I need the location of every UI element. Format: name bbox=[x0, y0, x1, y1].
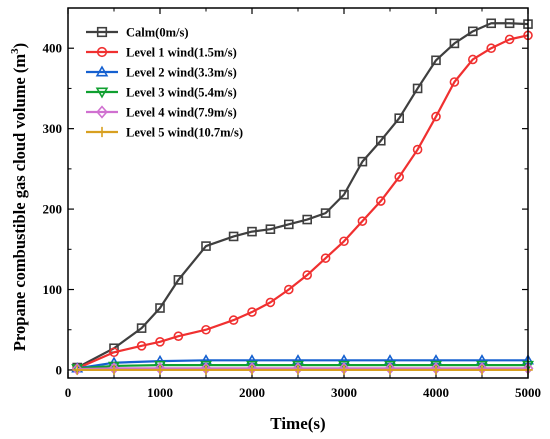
data-point bbox=[357, 156, 368, 167]
x-tick-label: 0 bbox=[65, 385, 72, 400]
data-point bbox=[412, 83, 423, 94]
data-point bbox=[136, 341, 147, 351]
y-tick-label: 200 bbox=[43, 202, 63, 217]
data-point bbox=[339, 236, 349, 247]
data-point bbox=[136, 323, 147, 333]
x-tick-label: 3000 bbox=[331, 385, 357, 400]
legend-item: Level 2 wind(3.3m/s) bbox=[86, 65, 237, 80]
axes: 0 1000 2000 3000 4000 5000 0 100 200 300 400 bbox=[43, 8, 541, 400]
y-axis-title: Propane combustible gas cloud volume (m3… bbox=[9, 43, 29, 351]
legend-swatch-marker bbox=[96, 26, 108, 38]
legend-swatch-marker bbox=[95, 87, 109, 99]
data-point bbox=[201, 241, 211, 251]
x-tick-label: 1000 bbox=[147, 385, 173, 400]
legend-label: Calm(0m/s) bbox=[126, 26, 189, 40]
data-point bbox=[449, 77, 460, 87]
data-point bbox=[72, 365, 82, 375]
data-point bbox=[265, 224, 276, 234]
data-point bbox=[504, 18, 515, 29]
legend: Calm(0m/s) Level 1 wind(1.5m/s) Level 2 wi… bbox=[86, 26, 243, 140]
legend-label: Level 4 wind(7.9m/s) bbox=[126, 106, 237, 120]
data-point bbox=[477, 365, 487, 375]
data-point bbox=[293, 365, 303, 375]
legend-swatch-marker bbox=[95, 65, 109, 77]
legend-swatch-marker bbox=[96, 105, 108, 119]
data-point bbox=[385, 365, 395, 375]
legend-swatch-marker bbox=[96, 126, 108, 138]
data-point bbox=[155, 365, 165, 375]
data-point bbox=[320, 208, 331, 218]
y-tick-label: 0 bbox=[56, 362, 63, 377]
y-tick-label: 400 bbox=[43, 41, 63, 56]
data-point bbox=[302, 270, 313, 280]
data-point bbox=[412, 144, 423, 155]
data-point bbox=[357, 216, 368, 226]
series-line bbox=[76, 34, 529, 370]
data-point bbox=[109, 347, 119, 358]
data-point bbox=[201, 365, 211, 375]
data-point bbox=[228, 315, 239, 325]
data-point bbox=[504, 34, 515, 45]
x-tick-label: 4000 bbox=[423, 385, 449, 400]
series-calm bbox=[72, 18, 533, 373]
y-axis-title-close: ) bbox=[10, 43, 29, 49]
data-point bbox=[228, 231, 239, 242]
data-point bbox=[431, 111, 441, 122]
data-point bbox=[283, 219, 294, 230]
legend-label: Level 2 wind(3.3m/s) bbox=[126, 66, 237, 80]
legend-label: Level 1 wind(1.5m/s) bbox=[126, 46, 237, 60]
data-point bbox=[339, 365, 349, 375]
y-axis-title-superscript: 3 bbox=[9, 48, 21, 54]
data-point bbox=[467, 26, 478, 37]
x-axis-title: Time(s) bbox=[270, 414, 325, 433]
legend-label: Level 5 wind(10.7m/s) bbox=[126, 126, 243, 140]
x-tick-label: 2000 bbox=[239, 385, 265, 400]
plot-frame bbox=[67, 7, 529, 379]
data-point bbox=[109, 365, 119, 375]
series-level-5 bbox=[72, 365, 533, 375]
legend-item: Level 3 wind(5.4m/s) bbox=[86, 86, 237, 100]
data-point bbox=[155, 303, 165, 313]
data-point bbox=[247, 307, 257, 317]
data-point bbox=[283, 284, 294, 295]
data-point bbox=[247, 226, 257, 237]
data-point bbox=[302, 214, 313, 225]
legend-item: Calm(0m/s) bbox=[86, 26, 189, 40]
data-point bbox=[247, 365, 257, 375]
y-axis-title-main: Propane combustible gas cloud volume (m bbox=[10, 54, 29, 351]
data-point bbox=[265, 297, 276, 308]
series-line bbox=[77, 364, 528, 370]
data-point bbox=[431, 55, 441, 66]
y-tick-label: 100 bbox=[43, 282, 63, 297]
legend-item: Level 1 wind(1.5m/s) bbox=[86, 46, 237, 60]
series-line bbox=[77, 359, 528, 370]
legend-item: Level 4 wind(7.9m/s) bbox=[86, 105, 237, 120]
legend-label: Level 3 wind(5.4m/s) bbox=[126, 86, 237, 100]
data-point bbox=[486, 18, 497, 29]
data-point bbox=[339, 189, 349, 200]
series-line bbox=[76, 22, 529, 369]
data-point bbox=[201, 324, 211, 335]
data-point bbox=[173, 331, 184, 341]
data-point bbox=[173, 275, 184, 285]
x-tick-label: 5000 bbox=[515, 385, 541, 400]
data-point bbox=[155, 337, 165, 347]
legend-item: Level 5 wind(10.7m/s) bbox=[86, 126, 243, 140]
y-tick-label: 300 bbox=[43, 121, 63, 136]
data-point bbox=[394, 113, 405, 123]
data-point bbox=[320, 253, 331, 263]
data-point bbox=[431, 365, 441, 375]
data-point bbox=[394, 172, 405, 182]
data-point bbox=[449, 38, 460, 49]
legend-swatch-marker bbox=[96, 46, 108, 58]
data-point bbox=[375, 196, 386, 206]
data-point bbox=[375, 135, 386, 146]
data-point bbox=[467, 54, 478, 65]
series-level-1 bbox=[72, 30, 533, 374]
data-point bbox=[486, 43, 497, 54]
